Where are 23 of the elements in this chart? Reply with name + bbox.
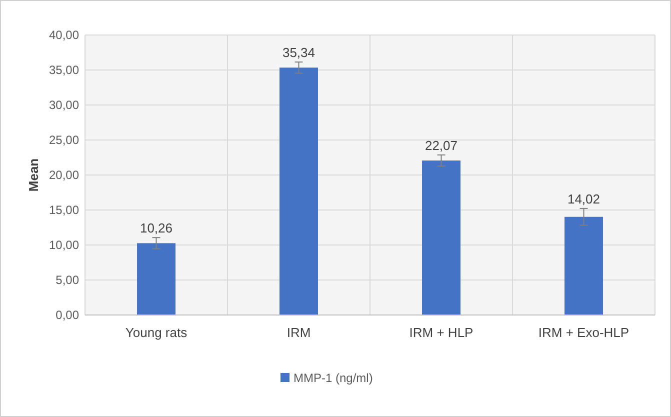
y-tick-label: 0,00 [56,308,80,322]
y-tick-label: 25,00 [48,133,80,148]
bar [564,216,603,315]
data-label: 10,26 [140,220,173,236]
x-tick-label: IRM + Exo-HLP [538,325,630,340]
bar [280,68,318,315]
y-axis-title: Mean [26,158,41,192]
y-tick-label: 5,00 [56,273,80,288]
legend-label: MMP-1 (ng/ml) [294,371,373,386]
data-label: 35,34 [282,45,316,60]
y-tick-label: 15,00 [48,203,80,218]
bar [422,160,460,315]
data-label: 22,07 [424,138,458,153]
y-tick-label: 35,00 [48,63,80,78]
data-label: 14,02 [567,191,600,206]
x-tick-label: IRM + HLP [409,325,474,340]
y-tick-label: 20,00 [48,168,80,182]
x-tick-label: IRM [286,325,311,340]
x-tick-label: Young rats [125,325,188,340]
y-tick-label: 10,00 [48,238,80,252]
y-tick-label: 30,00 [48,98,80,112]
bar [137,243,176,315]
y-tick-label: 40,00 [48,28,80,42]
